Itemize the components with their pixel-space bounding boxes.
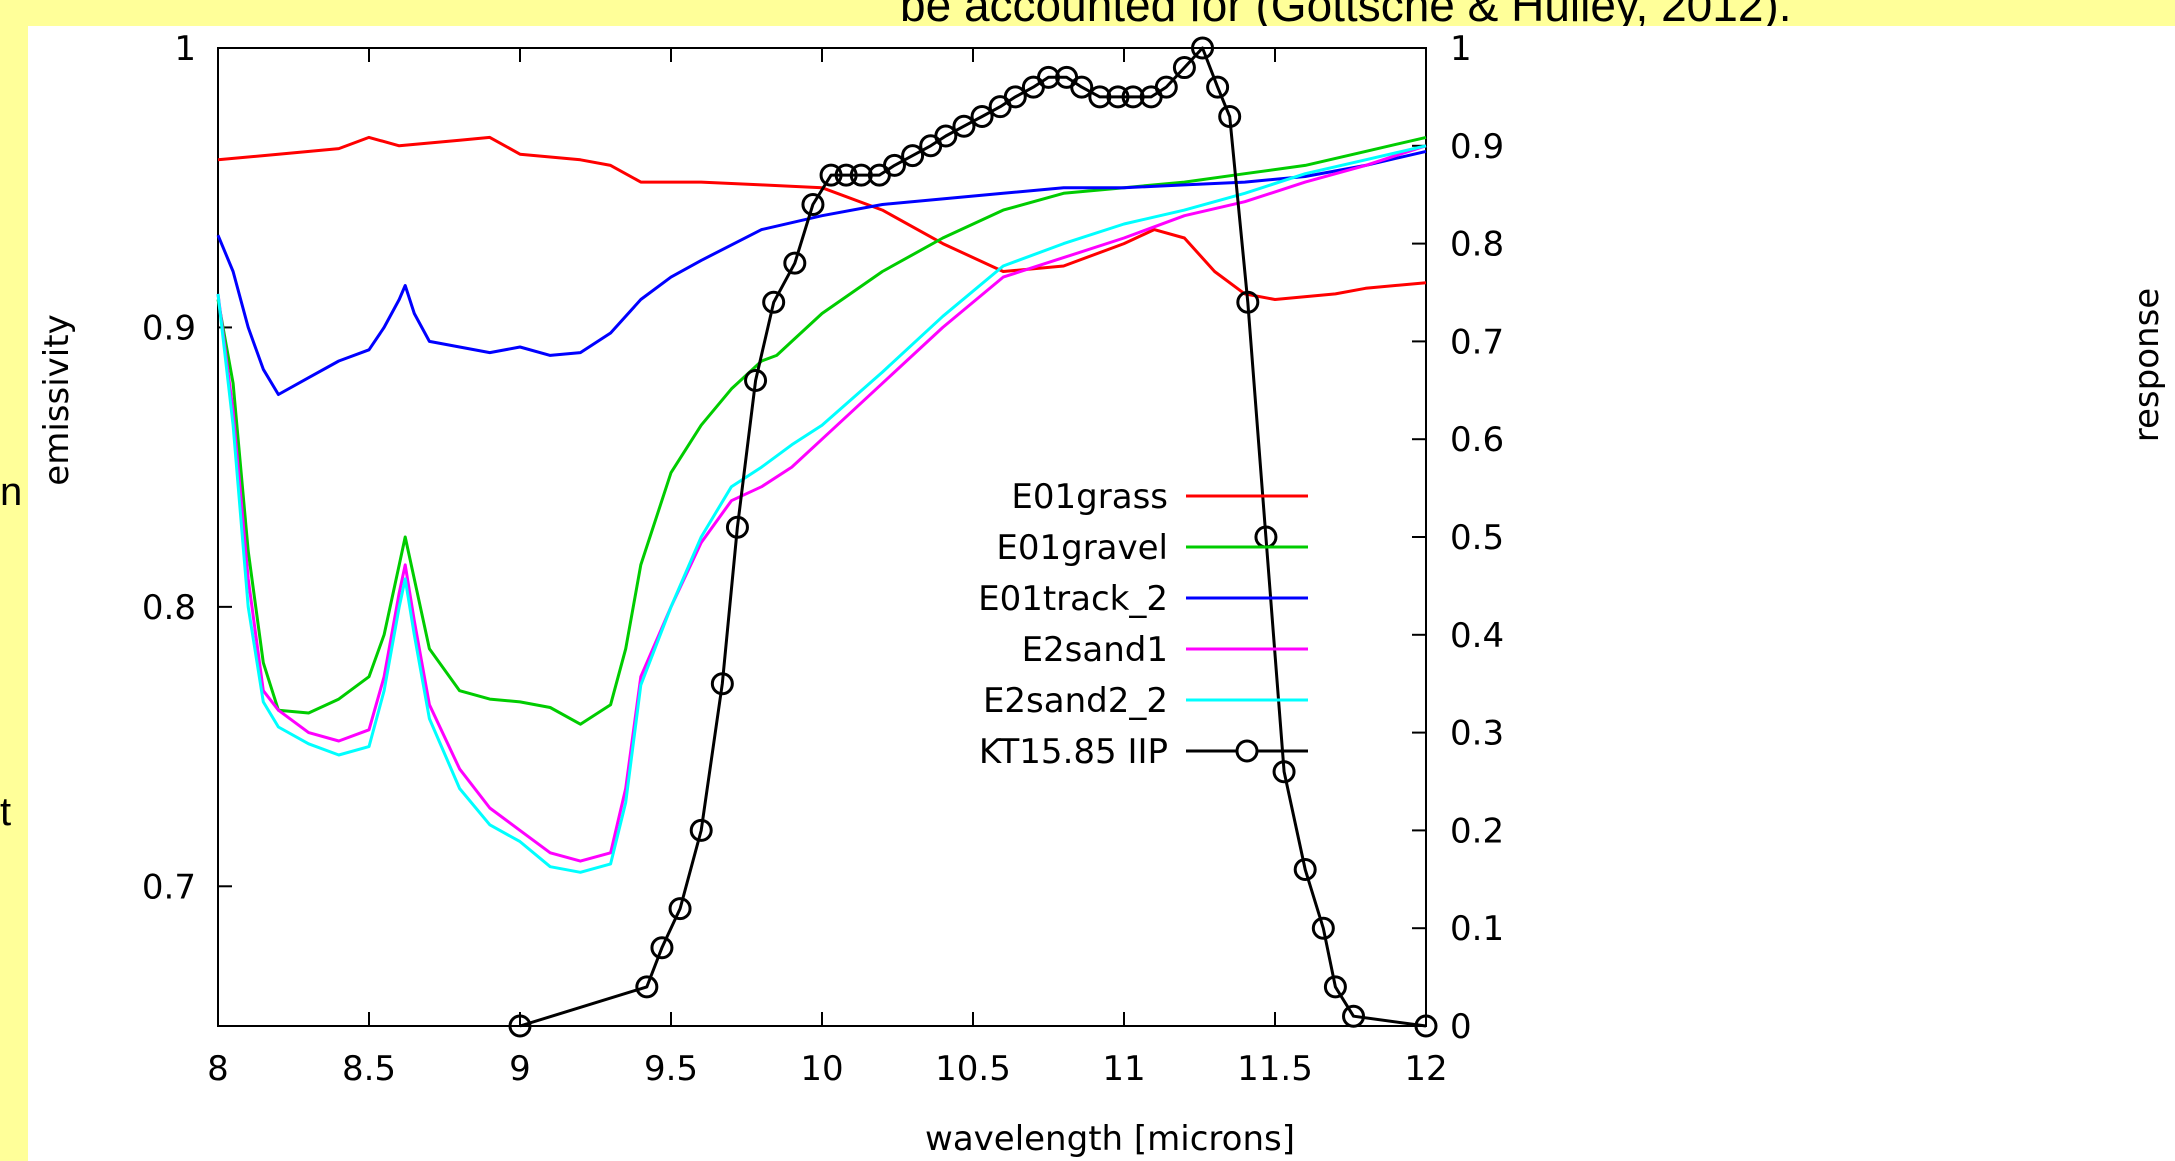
- data-point-kt15-85-iip: [1323, 975, 1347, 999]
- series-line-e2sand2-2: [216, 144, 1427, 874]
- y-left-tick-label: 1: [174, 29, 196, 69]
- x-tick-label: 10: [800, 1049, 843, 1089]
- x-tick-label: 11.5: [1237, 1049, 1313, 1089]
- data-point-kt15-85-iip: [1206, 75, 1230, 99]
- series-line-e2sand1: [216, 144, 1427, 863]
- data-point-kt15-85-iip: [783, 251, 807, 275]
- y-right-tick-label: 0.4: [1450, 616, 1504, 656]
- chart-axes: 8 8.5 9 9.5 10 10.5 11 11.5 120.70.80.9100.10.20…: [142, 29, 1504, 1089]
- data-point-kt15-85-iip: [801, 192, 825, 216]
- legend-label-e01track-2: E01track_2: [978, 579, 1168, 619]
- data-point-kt15-85-iip: [725, 515, 749, 539]
- data-point-kt15-85-iip: [710, 672, 734, 696]
- y-right-tick-label: 0.2: [1450, 811, 1504, 851]
- data-point-kt15-85-iip: [1272, 760, 1296, 784]
- data-point-kt15-85-iip: [508, 1014, 532, 1038]
- y-right-tick-label: 0.3: [1450, 714, 1504, 754]
- data-point-kt15-85-iip: [934, 124, 958, 148]
- y-axis-right-label: response: [2127, 288, 2167, 442]
- series-line-e01track-2: [216, 149, 1427, 396]
- x-tick-label: 11: [1102, 1049, 1145, 1089]
- data-point-kt15-85-iip: [1236, 290, 1260, 314]
- data-point-kt15-85-iip: [1088, 85, 1112, 109]
- data-point-kt15-85-iip: [1218, 104, 1242, 128]
- data-point-kt15-85-iip: [882, 153, 906, 177]
- y-right-tick-label: 1: [1450, 29, 1472, 69]
- data-point-kt15-85-iip: [668, 897, 692, 921]
- y-right-tick-label: 0.9: [1450, 127, 1504, 167]
- y-right-tick-label: 0: [1450, 1007, 1472, 1047]
- slide-body-text: be accounted for (Gottsche & Hulley, 201…: [900, 0, 1792, 31]
- data-point-kt15-85-iip: [650, 936, 674, 960]
- data-point-kt15-85-iip: [689, 818, 713, 842]
- data-point-kt15-85-iip: [1191, 36, 1215, 60]
- data-point-kt15-85-iip: [1037, 65, 1060, 89]
- data-point-kt15-85-iip: [762, 290, 786, 314]
- data-point-kt15-85-iip: [819, 163, 843, 187]
- slide-left-fragment-1: n: [0, 470, 23, 514]
- legend-marker-kt15-85-iip: [1235, 739, 1259, 763]
- x-tick-label: 9: [509, 1049, 531, 1089]
- series-line-e01gravel: [216, 135, 1427, 726]
- data-point-kt15-85-iip: [1311, 916, 1335, 940]
- y-right-tick-label: 0.8: [1450, 225, 1504, 265]
- data-point-kt15-85-iip: [1070, 75, 1094, 99]
- x-tick-label: 8: [207, 1049, 229, 1089]
- data-point-kt15-85-iip: [1172, 56, 1196, 80]
- legend-label-e01grass: E01grass: [1011, 477, 1168, 517]
- slide-left-fragment-2: t: [0, 790, 12, 834]
- data-point-kt15-85-iip: [970, 104, 994, 128]
- y-right-tick-label: 0.7: [1450, 322, 1504, 362]
- data-point-kt15-85-iip: [1106, 85, 1130, 109]
- y-right-tick-label: 0.1: [1450, 909, 1504, 949]
- data-point-kt15-85-iip: [1414, 1014, 1438, 1038]
- data-point-kt15-85-iip: [1293, 858, 1317, 882]
- data-point-kt15-85-iip: [901, 144, 925, 168]
- legend-label-kt15-85-iip: KT15.85 IIP: [979, 732, 1168, 772]
- data-point-kt15-85-iip: [744, 369, 768, 393]
- y-axis-left-label: emissivity: [37, 314, 77, 485]
- x-tick-label: 8.5: [342, 1049, 396, 1089]
- data-point-kt15-85-iip: [1121, 85, 1145, 109]
- x-tick-label: 10.5: [935, 1049, 1011, 1089]
- chart-svg: 8 8.5 9 9.5 10 10.5 11 11.5 120.70.80.9100.10.20…: [37, 29, 2167, 1159]
- legend-label-e01gravel: E01gravel: [996, 528, 1168, 568]
- x-axis-label: wavelength [microns]: [925, 1119, 1295, 1159]
- y-left-tick-label: 0.9: [142, 308, 196, 348]
- data-point-kt15-85-iip: [1342, 1004, 1366, 1028]
- data-point-kt15-85-iip: [635, 975, 659, 999]
- y-right-tick-label: 0.5: [1450, 518, 1504, 558]
- x-tick-label: 12: [1404, 1049, 1447, 1089]
- data-point-kt15-85-iip: [849, 163, 873, 187]
- legend-label-e2sand1: E2sand1: [1022, 630, 1168, 670]
- legend-label-e2sand2-2: E2sand2_2: [983, 681, 1168, 721]
- x-tick-label: 9.5: [644, 1049, 698, 1089]
- data-point-kt15-85-iip: [1003, 85, 1027, 109]
- chart-series: [216, 36, 1438, 1038]
- y-left-tick-label: 0.8: [142, 588, 196, 628]
- y-right-tick-label: 0.6: [1450, 420, 1504, 460]
- data-point-kt15-85-iip: [834, 163, 858, 187]
- chart-legend: E01grass E01gravel E01track_2 E2sand1 E2sand…: [978, 477, 1308, 772]
- chart-panel: 8 8.5 9 9.5 10 10.5 11 11.5 12 0.7 0.8 0.9 1 0 0.1 0.2 0…: [28, 26, 2175, 1161]
- data-point-kt15-85-iip: [952, 114, 976, 138]
- y-left-tick-label: 0.7: [142, 867, 196, 907]
- data-point-kt15-85-iip: [1154, 75, 1178, 99]
